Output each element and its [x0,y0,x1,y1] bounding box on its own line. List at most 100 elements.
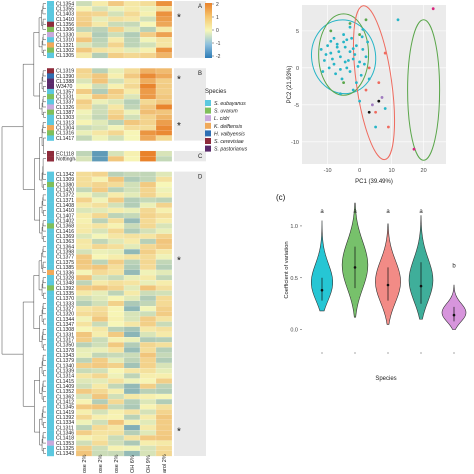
heat-cell [75,114,93,121]
heat-cell [123,125,141,131]
strain-label: CL1362 [56,394,74,400]
heat-cell [139,238,157,245]
heat-cell [91,368,109,374]
heat-cell [75,243,93,250]
strain-label: CL1308 [56,327,74,333]
heat-cell [155,187,173,193]
heat-cell [139,31,157,38]
significance-star: * [177,121,181,132]
species-cell [47,52,54,59]
heat-cell [123,68,141,74]
species-cell [47,16,54,22]
strain-label: CL1368 [56,224,74,230]
heat-cell [123,362,141,369]
heat-cell [123,404,141,410]
violin-plot: (c) 0.0 0.5 1.0 Coefficient of variation Spec… [276,193,467,382]
pca-point [339,92,342,96]
heat-cell [123,233,141,240]
strain-label: CL1328 [56,275,74,281]
heat-cell [107,342,125,348]
strain-label: CL1371 [56,198,74,204]
heat-cell [91,300,109,307]
heat-cell [107,430,125,436]
heat-cell [155,42,173,48]
heat-cell [139,16,157,22]
heat-cell [75,414,93,421]
pca-x-tick: 20 [421,168,427,174]
heat-cell [91,223,109,229]
heat-cell [91,388,109,395]
heat-cell [91,187,109,193]
heat-cell [75,409,93,415]
heat-cell [107,192,125,198]
species-cell [47,156,54,162]
heat-cell [155,274,173,281]
heat-cell [91,11,109,17]
heat-cell [75,176,93,183]
heat-cell [91,357,109,364]
species-cell [47,435,54,441]
group-panels: A B C D * * * * * [174,1,206,456]
heat-cell [155,362,173,369]
heat-cell [107,135,125,141]
legend-swatch [205,138,211,144]
heat-cell [139,181,157,188]
pca-point [383,107,387,110]
strain-label: CL1303 [56,115,74,121]
heat-cell [107,0,125,7]
heat-cell [123,430,141,436]
pca-point [367,77,371,81]
heat-cell [91,212,109,219]
heat-cell [123,435,141,441]
colorbar-tick-label: 0 [216,28,219,34]
heat-cell [155,233,173,240]
heat-cell [75,156,93,162]
heat-cell [75,192,93,198]
heat-cell [75,430,93,436]
heat-cell [139,243,157,250]
heat-cell [91,399,109,405]
heat-cell [155,119,173,126]
heat-cell [107,362,125,369]
heat-cell [75,331,93,338]
species-cell [47,26,54,33]
strain-label: W3470 [56,84,73,90]
heat-cell [155,37,173,43]
heat-cell [123,176,141,183]
pca-y-tick: -5 [294,103,299,109]
heat-cell [75,300,93,307]
heat-cell [91,419,109,426]
heat-cell [75,207,93,214]
heat-cell [107,104,125,110]
strain-label: CL1410 [56,17,74,23]
heat-cell [155,300,173,307]
heat-cell [155,93,173,100]
legend-swatch [205,130,211,137]
strain-label: CL1346 [56,431,74,437]
species-cell [47,399,54,405]
heat-cell [123,31,141,38]
species-cell [47,187,54,193]
heat-cell [155,337,173,343]
strain-label: CL1402 [56,219,74,225]
heat-cell [75,68,93,74]
heat-cell [139,269,157,276]
heat-cell [91,21,109,28]
heat-cell [91,435,109,441]
heat-cell [107,6,125,12]
heat-cell [123,52,141,59]
heat-cell [155,109,173,116]
heat-cell [139,295,157,302]
pca-point [374,110,377,114]
heat-cell [155,321,173,328]
heat-cell [75,305,93,312]
species-cell [47,130,54,136]
species-cell [47,73,54,79]
colorbar-tick-label: 2 [216,2,219,8]
heat-cell [139,445,157,452]
heat-cell [155,285,173,291]
pca-y-tick: 0 [296,66,299,72]
heat-cell [107,181,125,188]
pca-point [339,55,342,59]
heat-cell [139,0,157,7]
